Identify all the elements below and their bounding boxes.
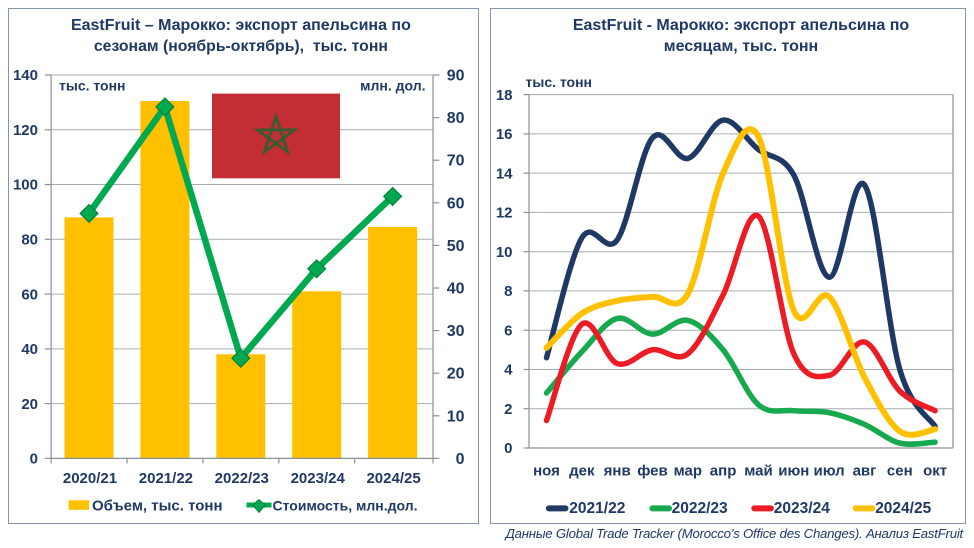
svg-text:апр: апр (709, 462, 736, 479)
svg-text:июн: июн (778, 462, 809, 479)
svg-text:40: 40 (447, 280, 465, 297)
svg-text:июл: июл (813, 462, 844, 479)
svg-text:Объем, тыс. тонн: Объем, тыс. тонн (92, 497, 223, 514)
svg-text:EastFruit - Марокко: экспорт а: EastFruit - Марокко: экспорт апельсина п… (572, 17, 909, 34)
svg-text:8: 8 (504, 283, 512, 300)
svg-text:16: 16 (495, 126, 512, 143)
svg-text:фев: фев (637, 462, 668, 479)
svg-text:100: 100 (13, 176, 38, 193)
svg-text:60: 60 (21, 286, 38, 303)
svg-text:май: май (744, 462, 772, 479)
svg-text:0: 0 (456, 450, 465, 467)
svg-text:2022/23: 2022/23 (671, 499, 727, 516)
svg-text:50: 50 (447, 237, 465, 254)
svg-text:месяцам, тыс. тонн: месяцам, тыс. тонн (663, 38, 817, 55)
svg-text:40: 40 (21, 341, 38, 358)
svg-text:10: 10 (447, 408, 465, 425)
svg-text:тыс. тонн: тыс. тонн (525, 74, 592, 90)
svg-text:4: 4 (504, 361, 513, 378)
svg-text:ноя: ноя (533, 462, 560, 479)
svg-text:мар: мар (673, 462, 701, 479)
svg-text:6: 6 (504, 322, 512, 339)
svg-text:18: 18 (495, 86, 512, 103)
svg-text:30: 30 (447, 323, 465, 340)
svg-text:2023/24: 2023/24 (773, 499, 829, 516)
svg-text:0: 0 (504, 440, 512, 457)
svg-text:2024/25: 2024/25 (366, 470, 420, 487)
svg-text:20: 20 (21, 395, 38, 412)
svg-text:2021/22: 2021/22 (569, 499, 625, 516)
svg-text:млн. дол.: млн. дол. (360, 77, 425, 93)
svg-text:80: 80 (21, 231, 38, 248)
svg-text:янв: янв (603, 462, 630, 479)
svg-text:2022/23: 2022/23 (215, 470, 269, 487)
svg-text:2023/24: 2023/24 (291, 470, 346, 487)
svg-text:EastFruit – Марокко: экспорт а: EastFruit – Марокко: экспорт апельсина п… (71, 17, 411, 34)
svg-text:тыс. тонн: тыс. тонн (59, 77, 126, 93)
svg-text:0: 0 (30, 450, 38, 467)
svg-text:120: 120 (13, 122, 38, 139)
svg-text:10: 10 (495, 243, 512, 260)
svg-text:окт: окт (923, 462, 947, 479)
svg-text:20: 20 (447, 365, 465, 382)
svg-text:70: 70 (447, 152, 465, 169)
svg-text:14: 14 (495, 165, 512, 182)
svg-text:80: 80 (447, 110, 465, 127)
svg-text:12: 12 (495, 204, 512, 221)
svg-text:дек: дек (569, 462, 595, 479)
svg-text:140: 140 (13, 67, 38, 84)
svg-text:сен: сен (886, 462, 912, 479)
svg-text:2020/21: 2020/21 (63, 470, 117, 487)
svg-text:2021/22: 2021/22 (139, 470, 193, 487)
svg-text:авг: авг (852, 462, 876, 479)
svg-text:90: 90 (447, 67, 465, 84)
svg-text:60: 60 (447, 195, 465, 212)
svg-text:Стоимость, млн.дол.: Стоимость, млн.дол. (273, 497, 418, 513)
svg-text:2024/25: 2024/25 (875, 499, 931, 516)
svg-text:сезонам (ноябрь-октябрь), тыс: сезонам (ноябрь-октябрь), тыс. тонн (94, 38, 388, 55)
svg-text:2: 2 (504, 400, 512, 417)
